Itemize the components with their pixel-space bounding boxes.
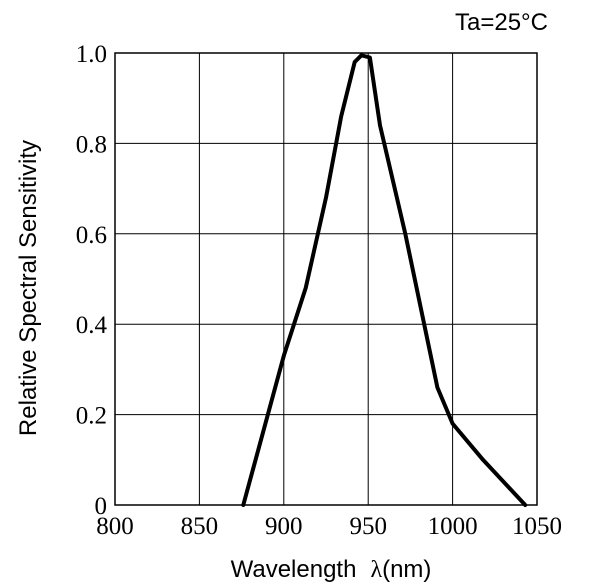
y-tick-label-0: 0 (95, 493, 108, 520)
x-axis-title-unit: (nm) (382, 556, 431, 583)
x-tick-label-800: 800 (96, 513, 134, 540)
temperature-annotation: Ta=25°C (455, 9, 548, 36)
x-tick-label-900: 900 (265, 513, 303, 540)
x-tick-label-1000: 1000 (428, 513, 478, 540)
y-tick-label-0.8: 0.8 (76, 131, 107, 158)
x-axis-title-symbol: λ (370, 557, 382, 583)
y-tick-label-0.4: 0.4 (76, 312, 108, 339)
x-tick-label-850: 850 (181, 513, 219, 540)
series-line-0 (241, 53, 528, 507)
tick-label-layer: 800 850 900 950 1000 1050 0 0.2 0.4 0.6 0.8 1.0 (76, 41, 562, 540)
y-tick-label-0.6: 0.6 (76, 222, 107, 249)
y-tick-label-0.2: 0.2 (76, 403, 107, 430)
grid-layer (115, 53, 537, 505)
y-tick-label-1.0: 1.0 (76, 41, 107, 68)
x-tick-label-1050: 1050 (512, 513, 562, 540)
plot-frame (114, 52, 538, 506)
y-axis-title: Relative Spectral Sensitivity (15, 140, 42, 436)
series-layer (241, 53, 528, 507)
x-axis-title: Wavelength λ(nm) (231, 556, 432, 583)
x-tick-label-950: 950 (349, 513, 387, 540)
x-axis-title-text: Wavelength (231, 556, 357, 583)
